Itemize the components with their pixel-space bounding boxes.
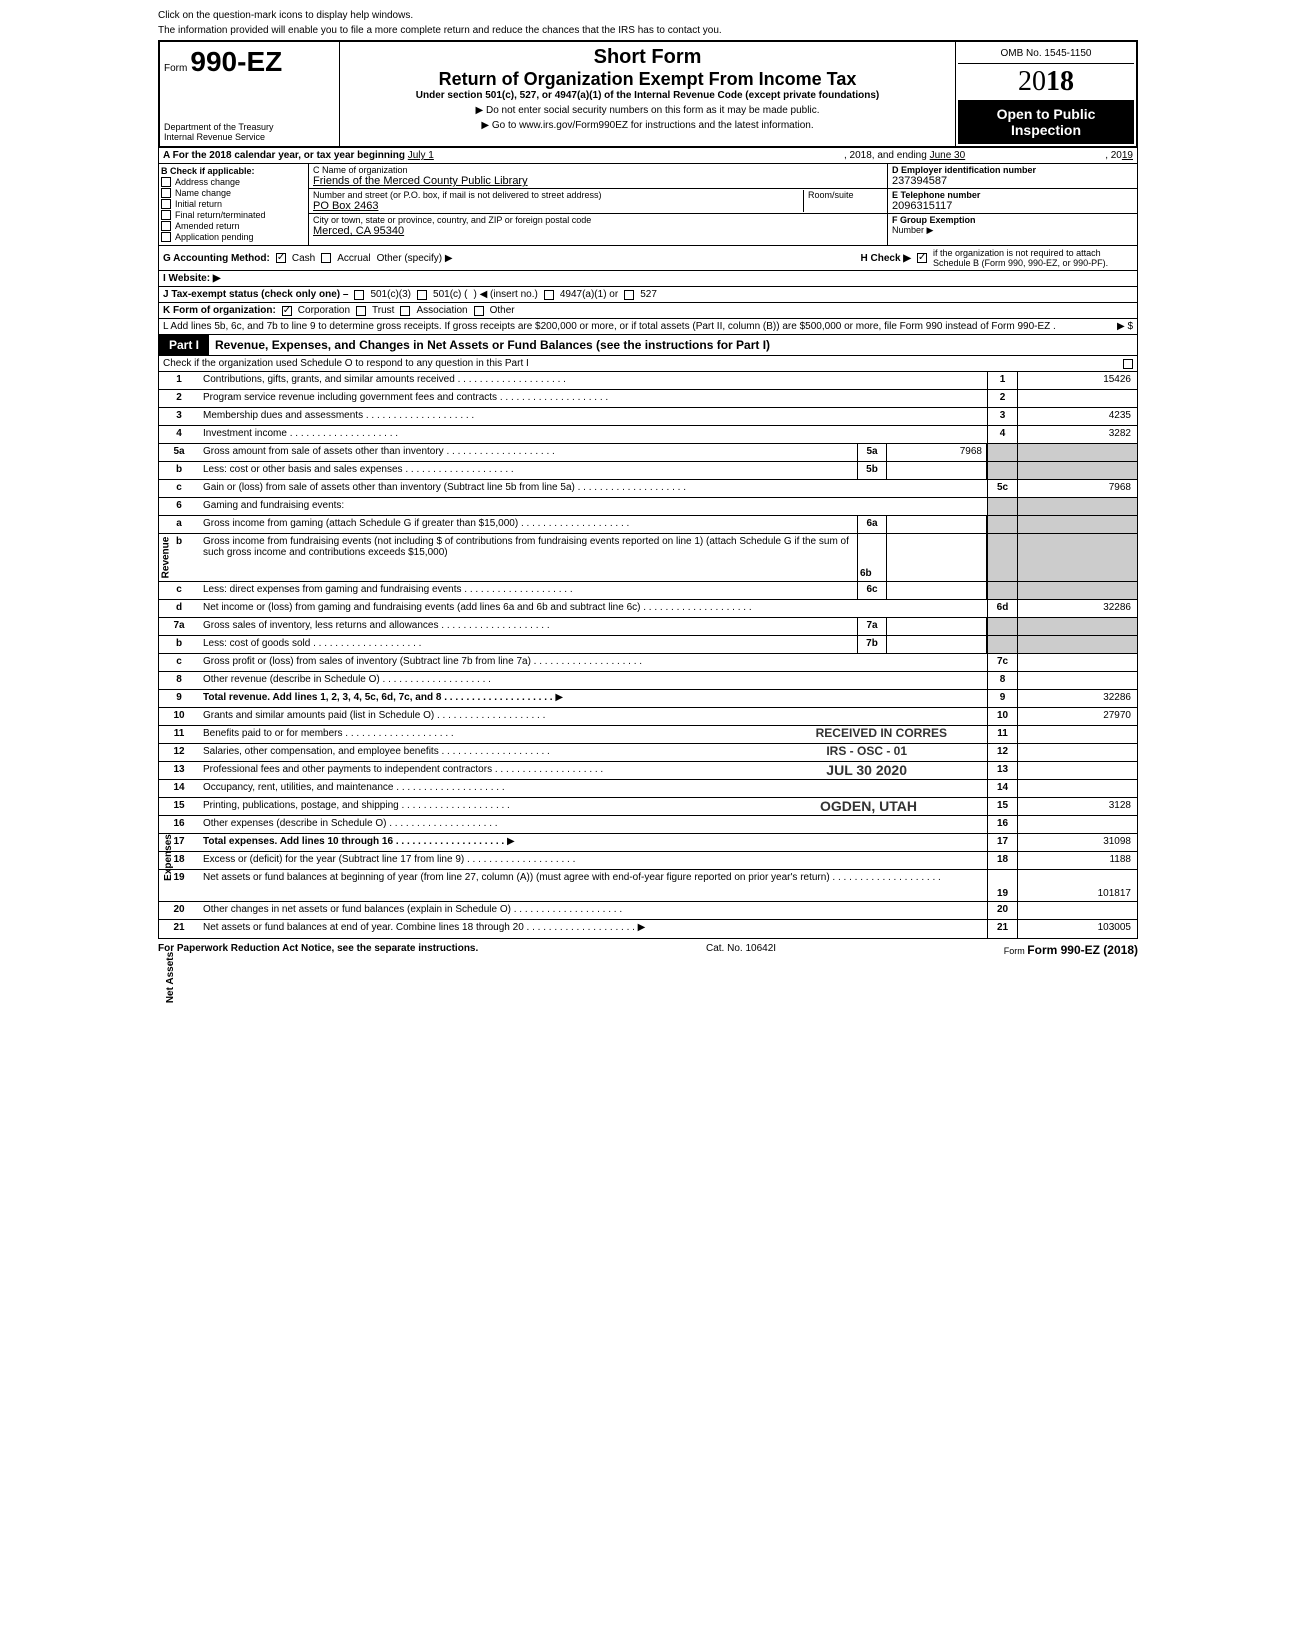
chk-h[interactable] (917, 253, 927, 263)
line-i: I Website: ▶ (158, 271, 1138, 287)
chk-cash[interactable] (276, 253, 286, 263)
line-j: J Tax-exempt status (check only one) – 5… (158, 287, 1138, 303)
form-header: Form 990-EZ Department of the Treasury I… (158, 40, 1138, 148)
ein: 237394587 (892, 175, 947, 187)
part1-grid: Revenue Expenses Net Assets 1Contributio… (158, 372, 1138, 939)
top-note-2: The information provided will enable you… (158, 25, 1138, 36)
tax-year: 2018 (958, 64, 1134, 100)
chk-final[interactable] (161, 210, 171, 220)
form-number: 990-EZ (190, 46, 282, 77)
line-k: K Form of organization: Corporation Trus… (158, 303, 1138, 319)
under-section: Under section 501(c), 527, or 4947(a)(1)… (344, 90, 951, 101)
top-note-1: Click on the question-mark icons to disp… (158, 10, 1138, 21)
chk-address[interactable] (161, 177, 171, 187)
org-city: Merced, CA 95340 (313, 225, 404, 237)
line-l: L Add lines 5b, 6c, and 7b to line 9 to … (158, 319, 1138, 335)
section-c: C Name of organizationFriends of the Mer… (309, 164, 887, 245)
org-address: PO Box 2463 (313, 200, 378, 212)
return-title: Return of Organization Exempt From Incom… (344, 69, 951, 90)
short-form-title: Short Form (344, 46, 951, 69)
section-b: B Check if applicable: Address change Na… (159, 164, 309, 245)
chk-name[interactable] (161, 188, 171, 198)
chk-initial[interactable] (161, 199, 171, 209)
part1-check: Check if the organization used Schedule … (158, 356, 1138, 372)
section-def: D Employer identification number23739458… (887, 164, 1137, 245)
form-label: Form (164, 63, 187, 74)
dept-line1: Department of the Treasury (164, 122, 335, 132)
org-name: Friends of the Merced County Public Libr… (313, 175, 528, 187)
chk-amended[interactable] (161, 221, 171, 231)
page-footer: For Paperwork Reduction Act Notice, see … (158, 939, 1138, 961)
line-a: A For the 2018 calendar year, or tax yea… (158, 148, 1138, 164)
goto-url: Go to www.irs.gov/Form990EZ for instruct… (344, 120, 951, 131)
chk-accrual[interactable] (321, 253, 331, 263)
phone: 2096315117 (892, 200, 952, 212)
open-to-public: Open to PublicInspection (958, 100, 1134, 144)
omb-number: OMB No. 1545-1150 (958, 44, 1134, 64)
ssn-warning: Do not enter social security numbers on … (344, 105, 951, 116)
part1-header: Part I Revenue, Expenses, and Changes in… (158, 335, 1138, 356)
chk-pending[interactable] (161, 232, 171, 242)
line-g-h: G Accounting Method: Cash Accrual Other … (158, 246, 1138, 271)
dept-line2: Internal Revenue Service (164, 132, 335, 142)
